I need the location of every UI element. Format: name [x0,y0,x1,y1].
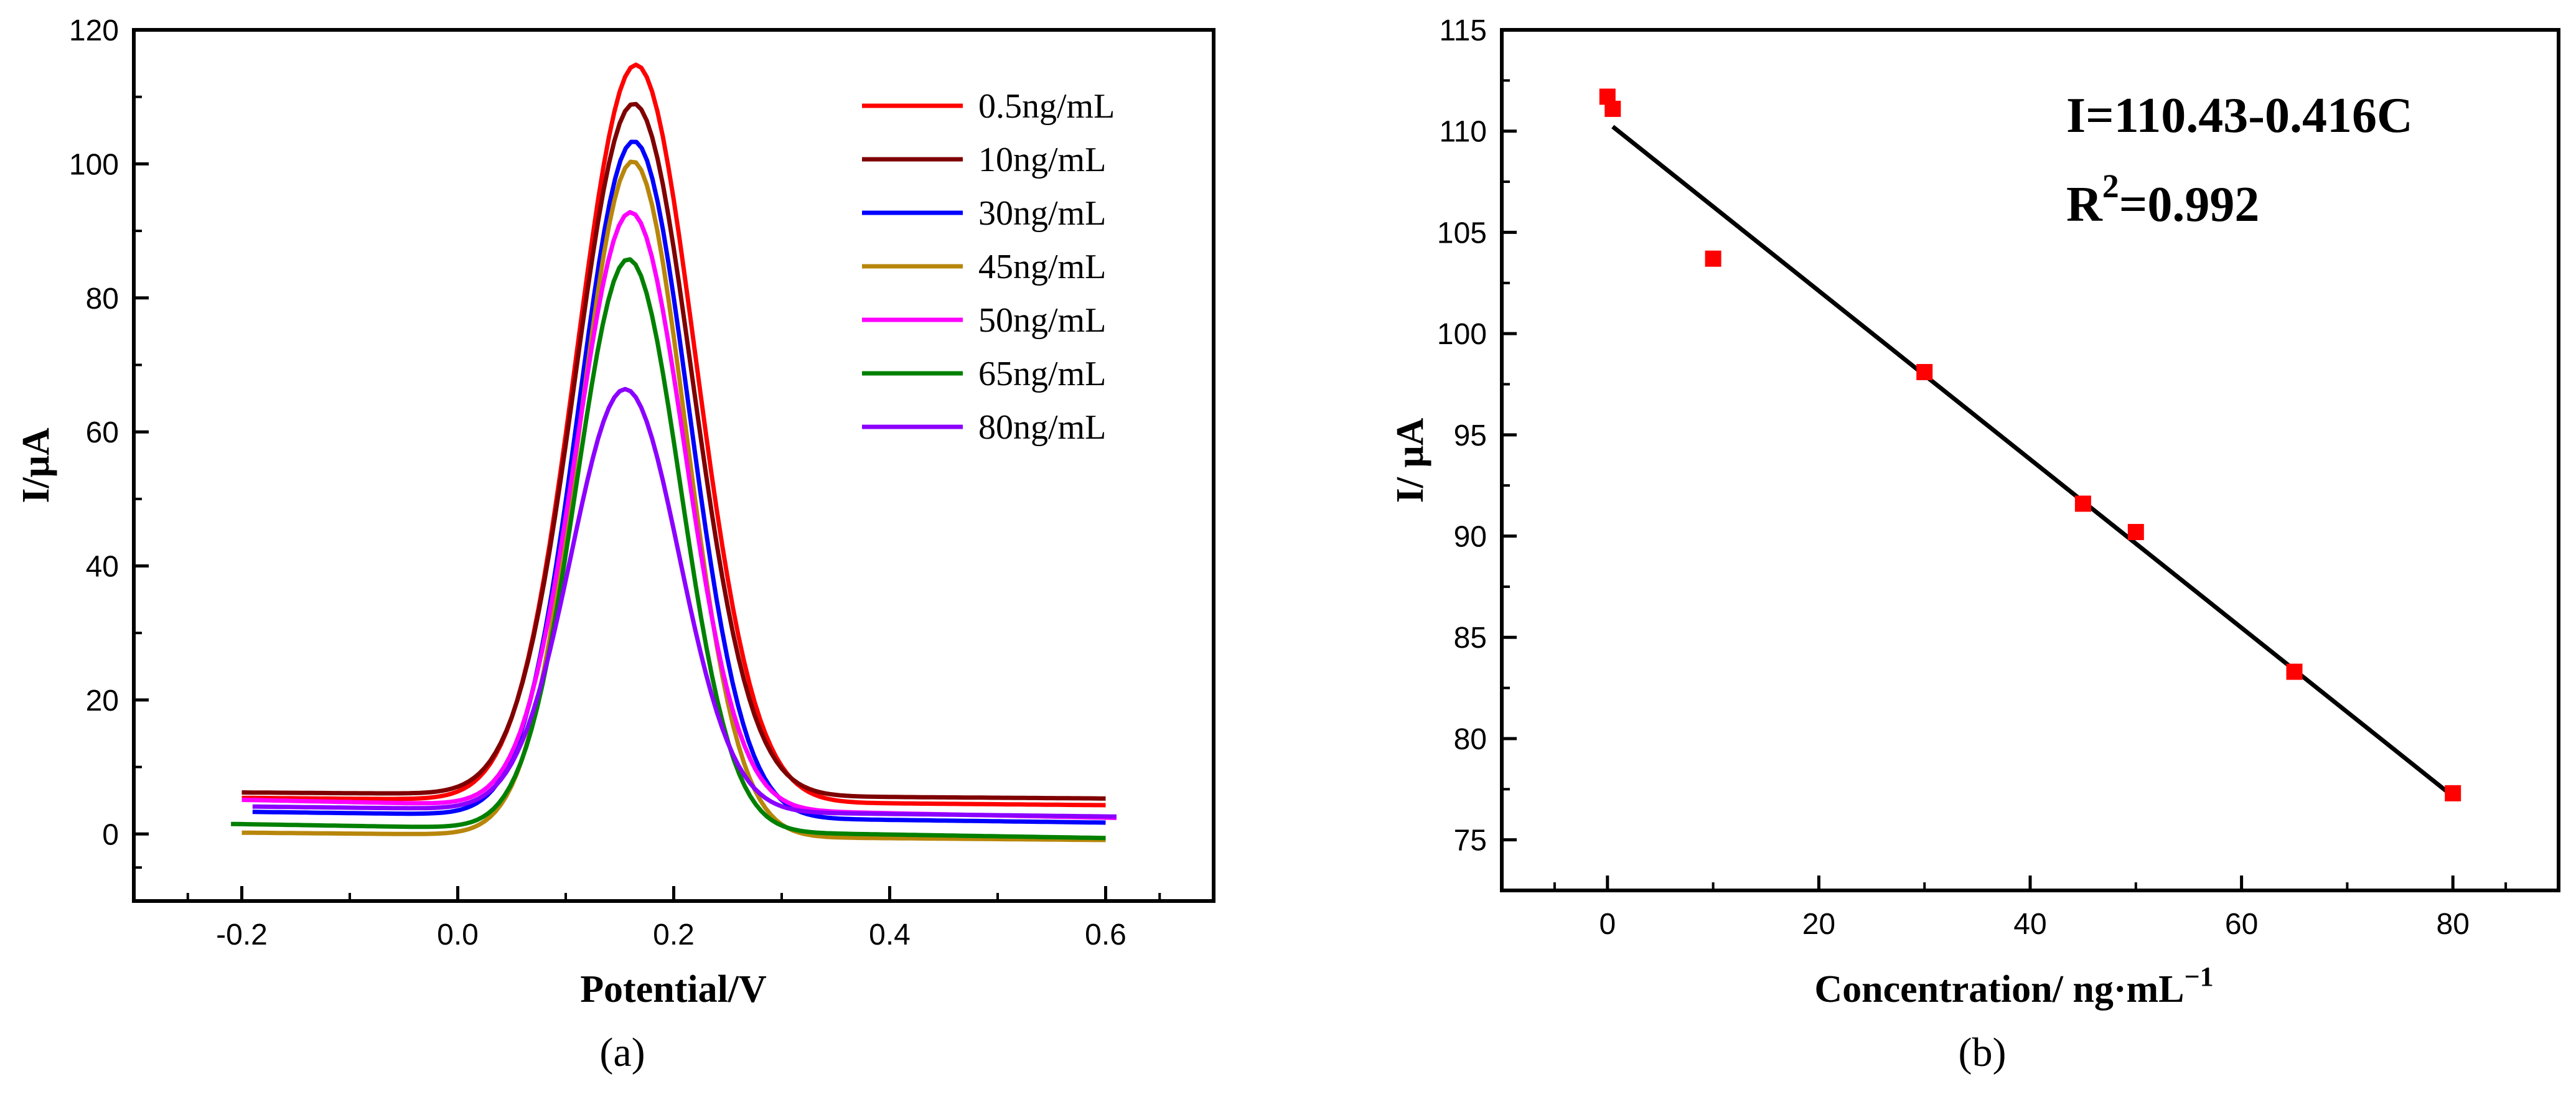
panel-label-b: (b) [1959,1030,2007,1075]
r-squared-value: =0.992 [2119,177,2260,232]
chart-b-x-axis-title-text: Concentration/ ng·mL [1814,968,2184,1011]
chart-b-point-1 [1604,100,1621,117]
chart-a: -0.2 0.0 0.2 0.4 0.6 0 20 40 60 80 100 120 0.5ng/mL… [15,14,1215,1075]
chart-a-legend-label-4: 50ng/mL [978,301,1106,340]
chart-b-point-4 [2074,495,2091,512]
chart-a-y-tick-label: 0 [102,818,119,851]
chart-b-point-6 [2286,663,2303,680]
chart-b-y-tick-label: 105 [1437,217,1487,250]
chart-a-x-tick-label: 0.4 [869,918,911,951]
chart-b-x-axis-title-exponent: −1 [2185,961,2214,992]
chart-a-x-tick-label: 0.0 [437,918,479,951]
chart-a-y-tick-label: 80 [86,283,119,315]
regression-equation: I=110.43-0.416C [2066,88,2413,143]
r-squared-label: R2=0.992 [2066,167,2259,232]
chart-a-series-line-1 [241,101,1106,801]
chart-a-legend-label-5: 65ng/mL [978,355,1106,393]
chart-b-x-tick-label: 40 [2013,908,2046,941]
chart-a-x-tick-label: -0.2 [216,918,268,951]
chart-b-y-tick-label: 115 [1439,14,1487,47]
chart-b-y-tick-label: 85 [1454,622,1487,655]
chart-b-points [1599,88,2461,801]
chart-a-legend-label-2: 30ng/mL [978,194,1106,233]
chart-b-y-tick-label: 100 [1437,318,1487,351]
chart-b-point-5 [2127,524,2144,541]
chart-b-y-tick-label: 90 [1454,521,1487,554]
panel-label-a: (a) [599,1030,645,1075]
chart-a-legend-label-6: 80ng/mL [978,408,1106,447]
chart-b-point-3 [1916,363,1933,380]
chart-b-ticks: 0 20 40 60 80 75 80 85 90 95 100 105 110 115 [1437,14,2508,941]
chart-b-y-tick-label: 75 [1454,824,1487,857]
chart-b-x-axis-title: Concentration/ ng·mL−1 [1814,961,2213,1011]
r-squared-exponent: 2 [2102,167,2119,205]
chart-b-x-tick-label: 80 [2437,908,2470,941]
chart-a-y-tick-label: 20 [86,684,119,717]
r-squared-prefix: R [2066,177,2103,232]
chart-a-y-tick-label: 60 [86,416,119,449]
chart-a-y-axis-title: I/μA [15,427,57,503]
chart-a-legend-label-0: 0.5ng/mL [978,87,1115,126]
chart-a-y-tick-label: 100 [69,148,119,181]
chart-b: 0 20 40 60 80 75 80 85 90 95 100 105 110 115 I=110.43… [1389,14,2560,1075]
chart-b-fit-line [1611,124,2455,798]
chart-a-x-axis-title: Potential/V [580,968,767,1011]
chart-a-series-line-6 [252,386,1117,819]
chart-b-x-tick-label: 20 [1802,908,1835,941]
chart-b-point-2 [1705,250,1721,267]
chart-a-y-tick-label: 40 [86,551,119,584]
chart-a-series-line-3 [241,159,1106,843]
chart-a-ticks: -0.2 0.0 0.2 0.4 0.6 0 20 40 60 80 100 120 [69,14,1161,951]
chart-a-y-tick-label: 120 [69,14,119,47]
chart-b-y-axis-title: I/ μA [1389,418,1431,503]
chart-b-y-tick-label: 95 [1454,419,1487,452]
chart-b-point-7 [2445,785,2461,801]
chart-b-y-tick-label: 80 [1454,723,1487,756]
chart-b-fit [1611,124,2455,798]
chart-b-x-tick-label: 0 [1599,908,1616,941]
chart-b-y-tick-label: 110 [1439,116,1487,149]
chart-a-series-line-2 [252,139,1106,825]
chart-a-series-line-0 [241,62,1106,808]
chart-a-legend-label-3: 45ng/mL [978,248,1106,286]
chart-a-legend: 0.5ng/mL 10ng/mL 30ng/mL 45ng/mL 50ng/mL 65ng… [862,87,1115,447]
chart-a-series-lines [231,62,1117,843]
chart-a-legend-label-1: 10ng/mL [978,141,1106,179]
chart-b-x-tick-label: 60 [2225,908,2258,941]
chart-a-x-tick-label: 0.6 [1085,918,1126,951]
chart-a-series-line-5 [231,257,1106,841]
chart-a-x-tick-label: 0.2 [653,918,695,951]
